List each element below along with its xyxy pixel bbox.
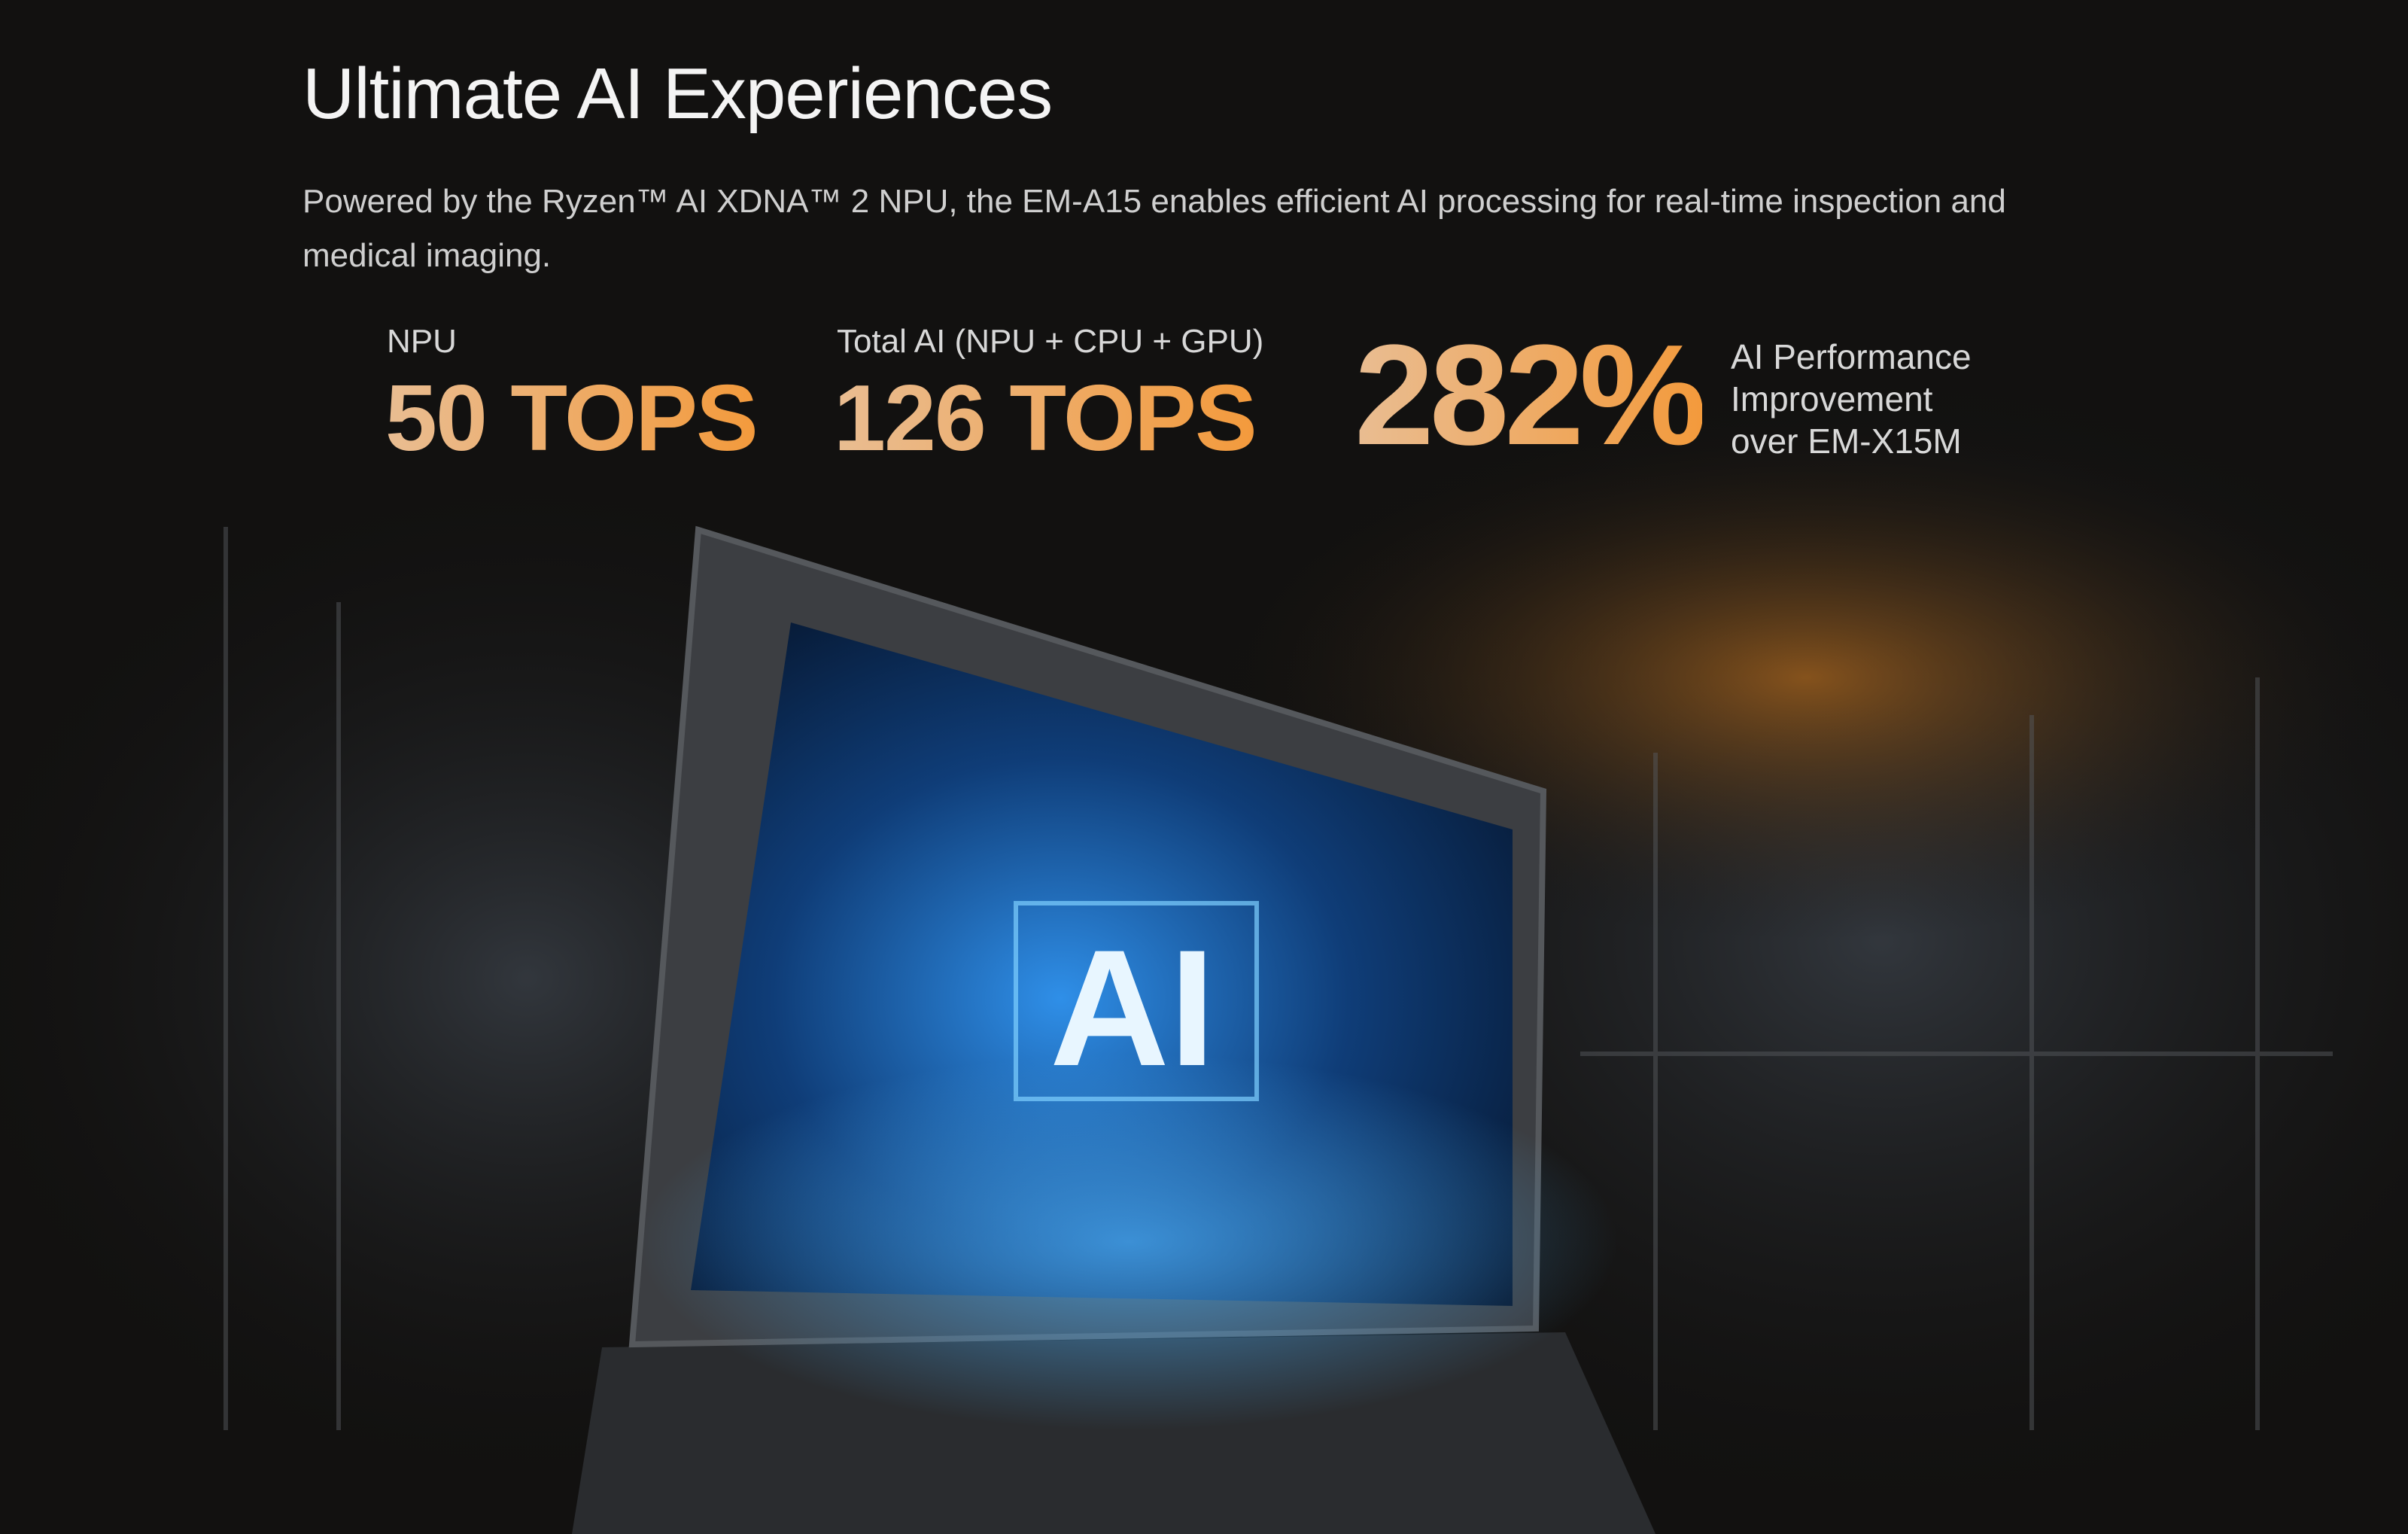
- description-line: AI Performance: [1731, 337, 1972, 376]
- stat-npu-label: NPU: [387, 323, 457, 360]
- stat-total-value: 126 TOPS: [834, 367, 1257, 470]
- screen-ai-text: AI: [1050, 915, 1215, 1100]
- description-line: Improvement: [1731, 379, 1933, 419]
- page-subtitle: Powered by the Ryzen™ AI XDNA™ 2 NPU, th…: [303, 183, 2006, 274]
- description-line: over EM-X15M: [1731, 422, 1962, 461]
- stat-improvement-value: 282%: [1354, 315, 1707, 475]
- page-title: Ultimate AI Experiences: [303, 53, 1053, 134]
- stat-improvement-description: AI Performance Improvement over EM-X15M: [1731, 336, 1972, 462]
- stat-npu-value: 50 TOPS: [385, 367, 759, 470]
- stat-total-label: Total AI (NPU + CPU + GPU): [837, 323, 1264, 360]
